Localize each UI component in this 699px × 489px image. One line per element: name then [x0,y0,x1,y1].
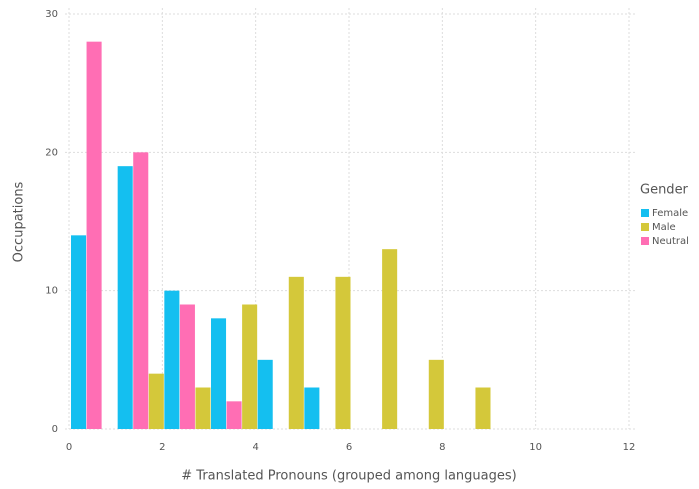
bar [211,318,227,429]
x-axis-title: # Translated Pronouns (grouped among lan… [181,469,516,484]
bar [242,304,258,429]
bar [164,290,180,429]
y-axis-title: Occupations [12,181,27,262]
legend-label: Male [652,222,676,233]
bar [117,166,133,429]
x-tick-label: 12 [623,442,636,453]
x-tick-label: 0 [66,442,72,453]
bar [475,387,491,429]
bar [179,304,195,429]
bar [226,401,242,429]
bar [257,359,273,429]
legend-swatch [641,237,649,245]
legend-swatch [641,209,649,217]
bar [133,152,149,430]
bar [195,387,211,429]
x-tick-label: 2 [159,442,165,453]
x-tick-label: 4 [252,442,258,453]
x-tick-label: 10 [529,442,542,453]
y-tick-label: 20 [45,147,58,158]
x-tick-label: 6 [346,442,352,453]
legend-swatch [641,223,649,231]
y-tick-label: 10 [45,286,58,297]
bar [71,235,87,429]
legend-label: Female [652,208,688,219]
bar [335,276,351,429]
y-tick-label: 0 [52,424,58,435]
bar [304,387,320,429]
bar [288,276,304,429]
x-tick-label: 8 [439,442,445,453]
bar [148,373,164,429]
legend-label: Neutral [652,236,689,247]
bar [86,41,102,430]
bar [382,249,398,429]
bar [428,359,444,429]
y-tick-label: 30 [45,9,58,20]
legend-title: Gender [640,183,689,198]
